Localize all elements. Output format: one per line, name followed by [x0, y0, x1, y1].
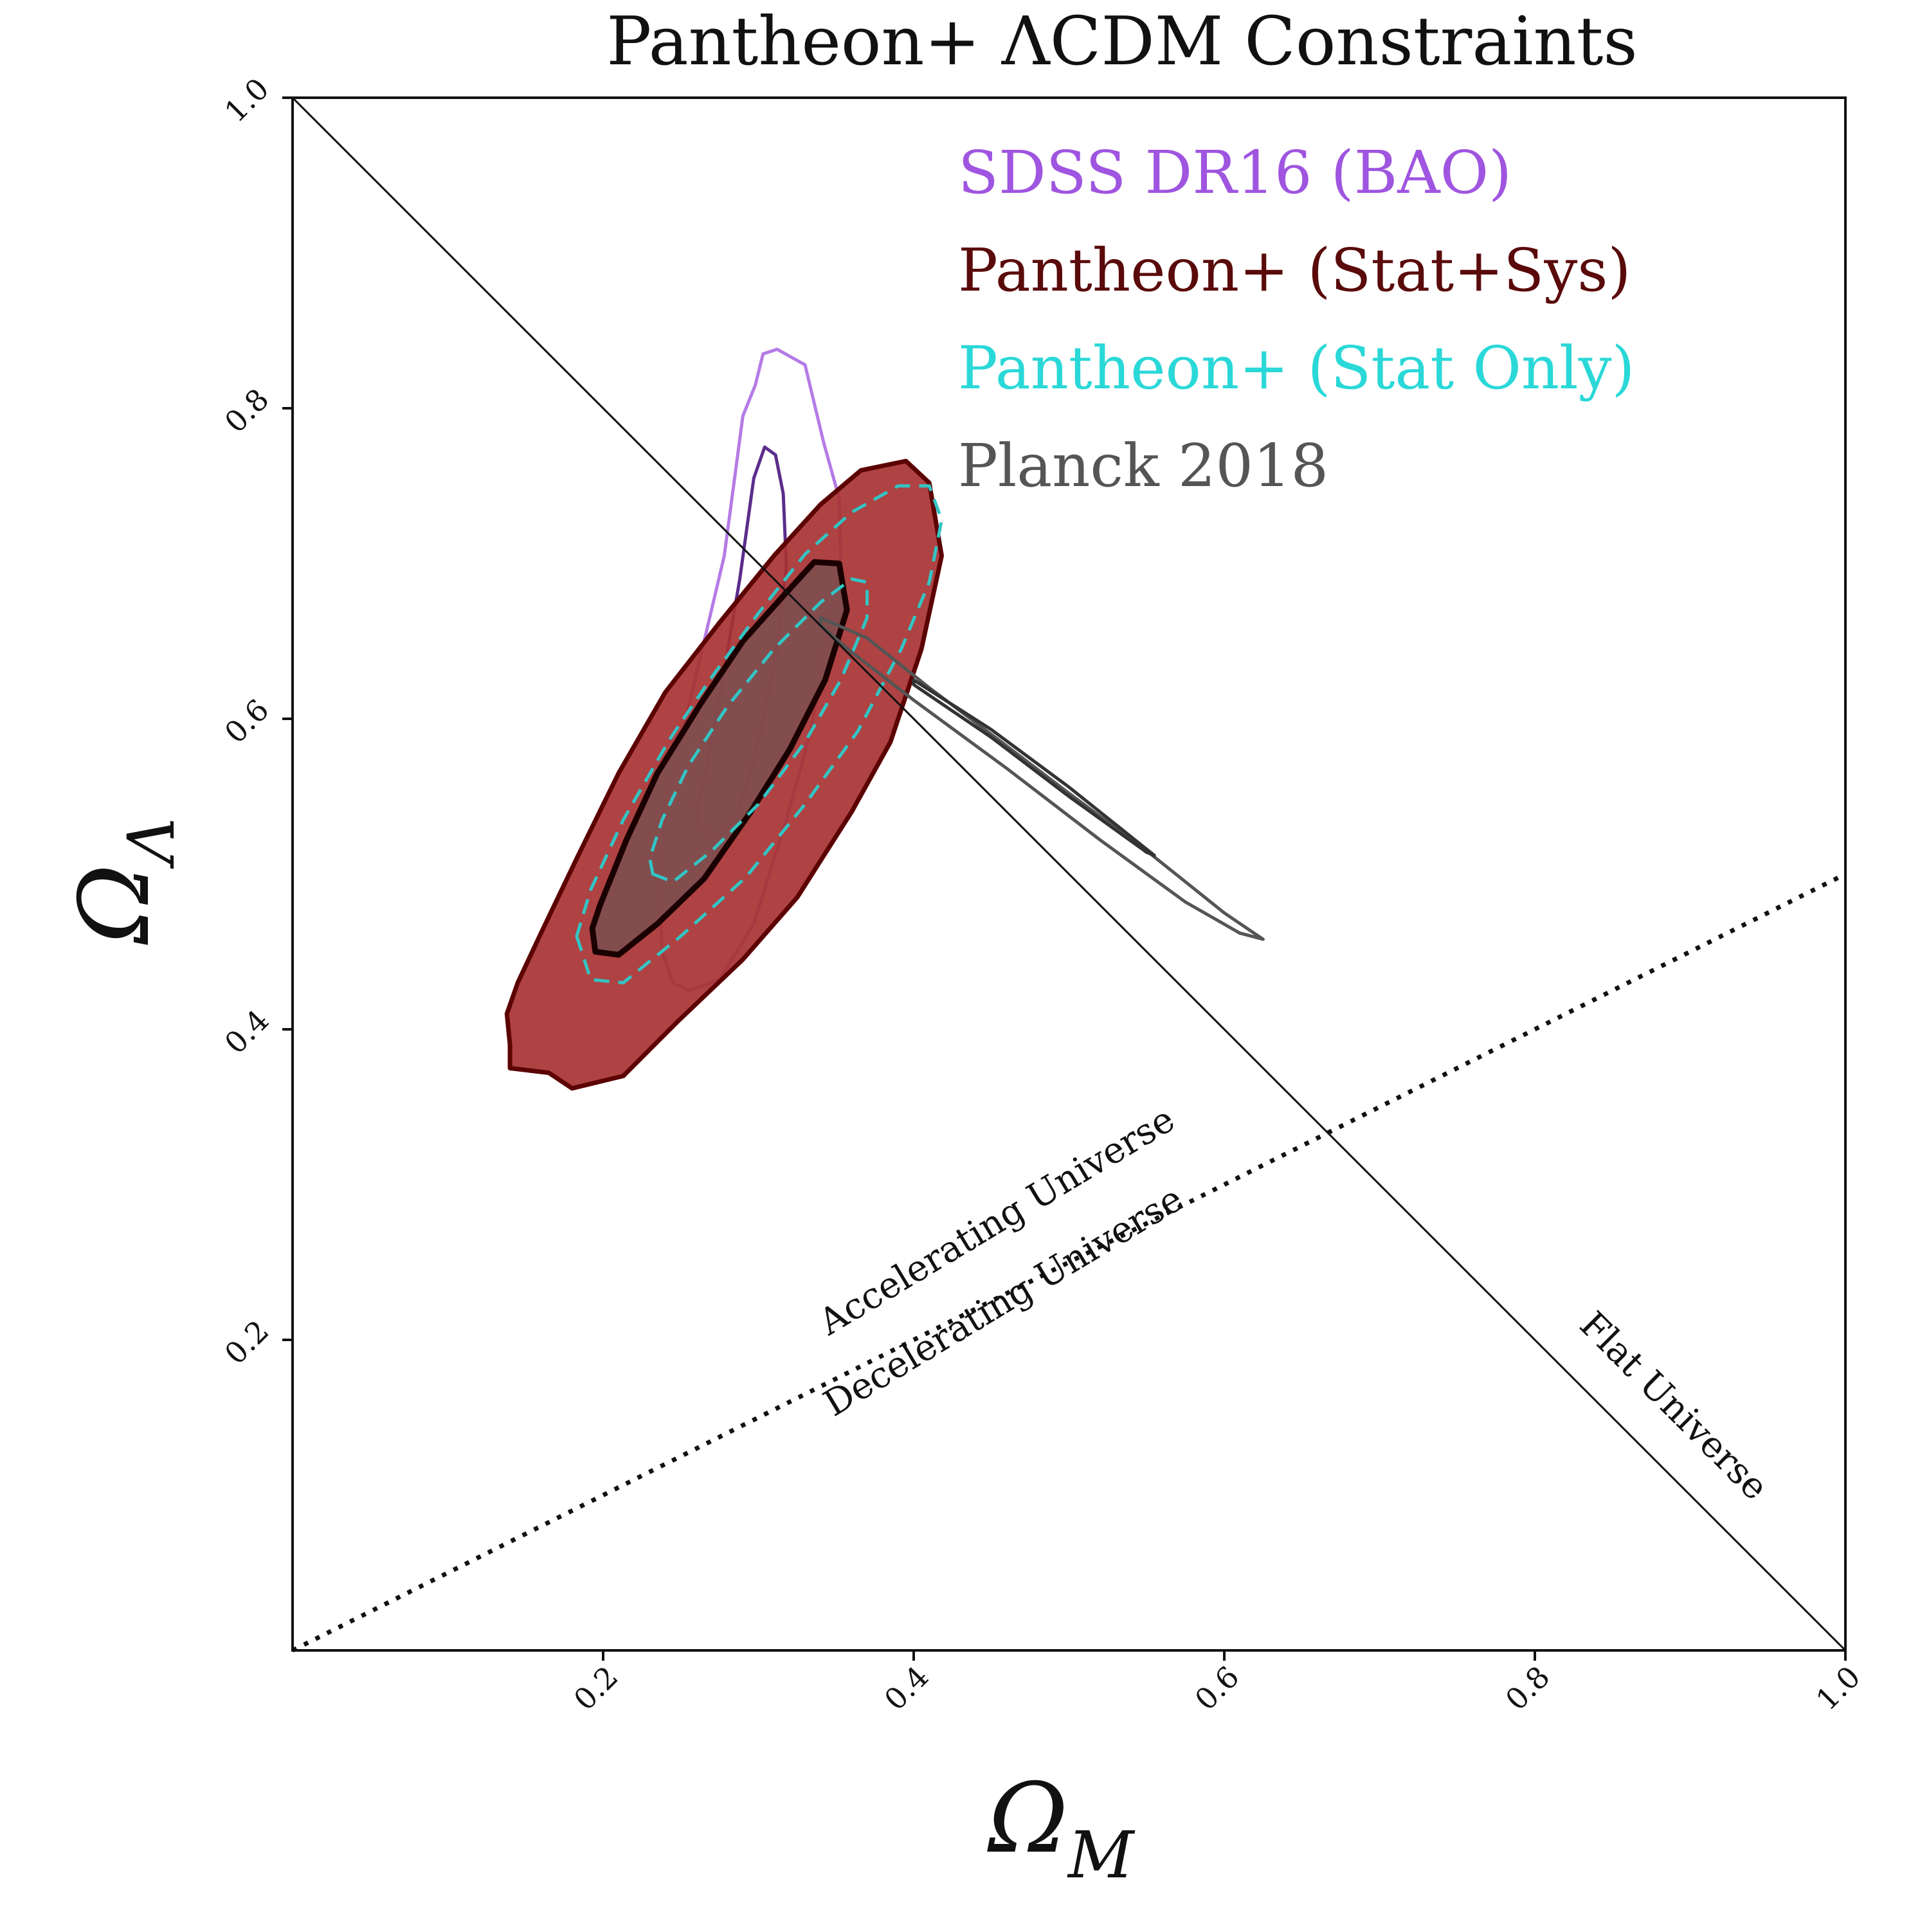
y-tick-label: 0.6 [218, 692, 276, 750]
y-axis-label: ΩΛ [59, 818, 189, 946]
legend-entry: Planck 2018 [958, 431, 1328, 500]
x-tick-label: 0.6 [1188, 1659, 1246, 1717]
plot-frame [291, 96, 1847, 1652]
planck-1sigma-contour [912, 678, 1156, 857]
legend: SDSS DR16 (BAO) Pantheon+ (Stat+Sys) Panth… [958, 138, 1635, 500]
x-tick-label: 1.0 [1809, 1659, 1867, 1717]
x-axis-label: ΩM [987, 1763, 1136, 1893]
y-axis-label-group: ΩΛ [59, 818, 189, 946]
legend-entry: Pantheon+ (Stat+Sys) [958, 236, 1631, 305]
flat-universe-line [291, 96, 1847, 1652]
legend-entry: Pantheon+ (Stat Only) [958, 334, 1635, 402]
axis-ticks: 0.2 0.4 0.6 0.8 1.0 0.2 0.4 0.6 0.8 1.0 [218, 71, 1867, 1717]
y-tick-label: 0.8 [218, 382, 276, 440]
pantheon-statonly-2sigma-contour [575, 484, 943, 984]
y-tick-label: 0.2 [218, 1314, 276, 1371]
y-axis-label-sub: Λ [114, 818, 189, 869]
contour-layer [504, 347, 1265, 1091]
x-tick-label: 0.4 [878, 1659, 936, 1717]
y-tick-label: 1.0 [218, 71, 276, 129]
y-axis-label-main: Ω [59, 864, 171, 945]
chart-title: Pantheon+ ΛCDM Constraints [606, 2, 1637, 80]
x-axis-label-main: Ω [987, 1763, 1068, 1875]
reference-lines [291, 96, 1847, 1653]
x-tick-label: 0.2 [567, 1659, 625, 1717]
legend-entry: SDSS DR16 (BAO) [958, 138, 1512, 207]
x-axis-label-sub: M [1067, 1818, 1136, 1893]
y-tick-label: 0.4 [218, 1003, 276, 1061]
x-tick-label: 0.8 [1499, 1659, 1557, 1717]
pantheon-statsys-1sigma-contour [589, 559, 850, 958]
pantheon-statonly-1sigma-contour [648, 577, 869, 884]
